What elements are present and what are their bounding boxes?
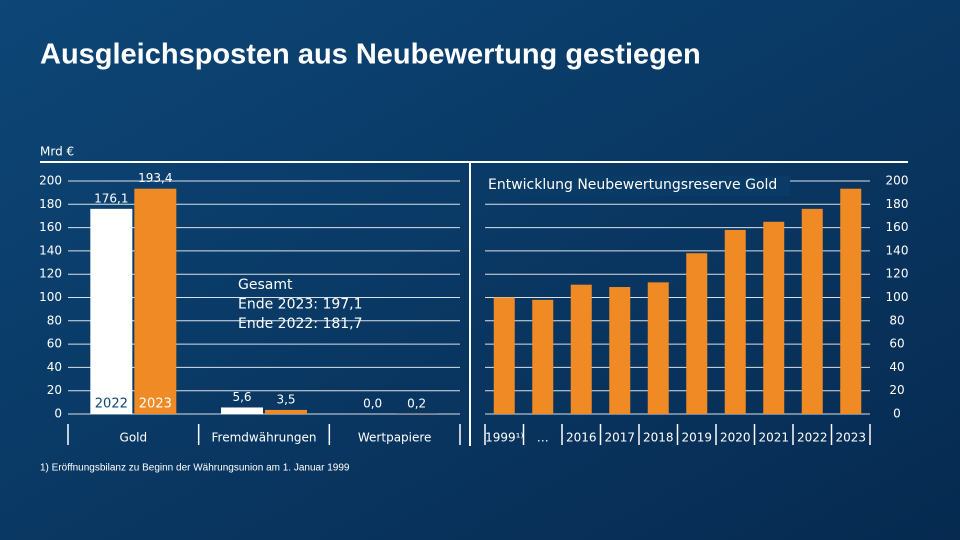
bar <box>493 297 515 414</box>
x-tick-label: Fremdwährungen <box>212 431 317 445</box>
value-label: 0,2 <box>407 396 426 410</box>
y-tick-label: 200 <box>39 174 62 188</box>
value-label: 176,1 <box>94 191 128 205</box>
y-tick-label: 100 <box>886 290 909 304</box>
annotation: Ende 2023: 197,1 <box>238 297 363 313</box>
bar <box>90 208 133 414</box>
y-tick-label: 120 <box>886 267 909 281</box>
y-tick-label: 160 <box>39 220 62 234</box>
x-tick-label: 2021 <box>758 431 789 445</box>
y-tick-label: 80 <box>47 313 62 327</box>
y-tick-label: 20 <box>889 383 904 397</box>
y-axis-label: Mrd € <box>40 145 74 159</box>
x-tick-label: Wertpapiere <box>358 431 432 445</box>
y-tick-label: 0 <box>54 407 62 421</box>
series-label: 2022 <box>95 397 128 412</box>
bar <box>686 253 708 414</box>
series-label: 2023 <box>139 397 172 412</box>
x-tick-label: 2016 <box>566 431 597 445</box>
value-label: 0,0 <box>363 397 382 411</box>
y-tick-label: 100 <box>39 290 62 304</box>
y-tick-label: 200 <box>886 174 909 188</box>
annotation: Ende 2022: 181,7 <box>238 316 363 332</box>
x-tick-label: 2018 <box>643 431 674 445</box>
bar <box>221 407 263 414</box>
y-tick-label: 160 <box>886 220 909 234</box>
value-label: 3,5 <box>276 392 295 406</box>
y-tick-label: 60 <box>47 337 62 351</box>
bar <box>801 208 823 414</box>
x-tick-label: 2022 <box>797 431 828 445</box>
x-tick-label: … <box>537 431 549 445</box>
bar <box>134 188 177 414</box>
y-tick-label: 60 <box>889 337 904 351</box>
bar <box>647 282 669 414</box>
annotation: Gesamt <box>238 277 293 293</box>
bar <box>724 229 746 414</box>
y-tick-label: 180 <box>886 197 909 211</box>
bar <box>840 188 862 414</box>
value-label: 193,4 <box>138 171 172 185</box>
slide-title: Ausgleichsposten aus Neubewertung gestie… <box>40 39 701 71</box>
y-tick-label: 140 <box>39 243 62 257</box>
bar <box>609 287 631 414</box>
x-tick-label: Gold <box>120 431 148 445</box>
y-tick-label: 140 <box>886 243 909 257</box>
bar <box>763 221 785 414</box>
x-tick-label: 2019 <box>681 431 712 445</box>
y-tick-label: 20 <box>47 383 62 397</box>
x-tick-label: 2023 <box>835 431 866 445</box>
y-tick-label: 40 <box>889 360 904 374</box>
x-tick-label: 2017 <box>604 431 635 445</box>
bar <box>532 299 554 414</box>
y-tick-label: 80 <box>889 313 904 327</box>
y-tick-label: 120 <box>39 267 62 281</box>
chart-title: Entwicklung Neubewertungsreserve Gold <box>488 177 777 193</box>
title-backdrop <box>485 176 790 196</box>
y-tick-label: 40 <box>47 360 62 374</box>
bar <box>265 409 307 414</box>
y-tick-label: 180 <box>39 197 62 211</box>
value-label: 5,6 <box>232 390 251 404</box>
y-tick-label: 0 <box>893 407 901 421</box>
x-tick-label: 1999¹⁾ <box>485 431 523 445</box>
bar <box>570 284 592 414</box>
footnote: 1) Eröffnungsbilanz zu Beginn der Währun… <box>40 463 350 474</box>
x-tick-label: 2020 <box>720 431 751 445</box>
